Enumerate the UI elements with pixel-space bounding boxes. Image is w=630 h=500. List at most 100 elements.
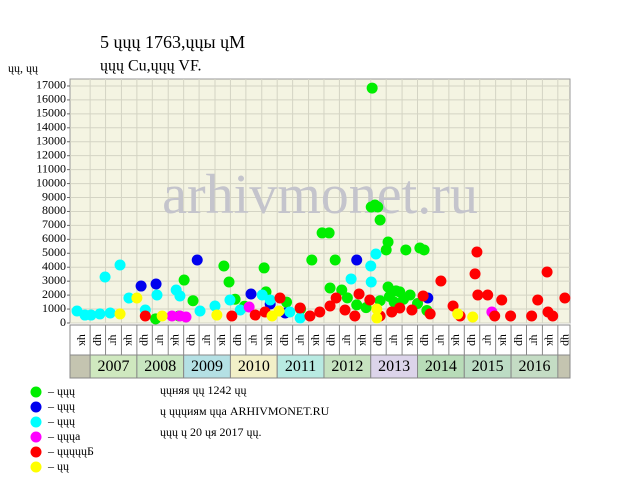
point [365,201,377,213]
period-label: ųг [482,335,496,346]
point [324,282,336,294]
point [151,289,163,301]
point [226,310,238,322]
year-label: 2008 [144,358,176,375]
point [505,310,517,322]
point [339,304,351,316]
year-label: 2012 [331,358,363,375]
y-tick-label: 7000 [42,217,66,231]
point [156,310,168,322]
point [245,288,257,300]
period-label: ųг [155,335,169,346]
period-label: ųр [560,334,574,346]
point [496,294,508,306]
legend-label: – ųųųа [47,429,81,443]
point [294,302,306,314]
point [123,292,135,304]
point [329,254,341,266]
y-tick-label: 9000 [42,189,66,203]
point [374,214,386,226]
point [467,311,479,323]
period-label: ųг [529,335,543,346]
point [351,254,363,266]
y-tick-label: 10000 [36,175,66,189]
point [209,300,221,312]
point [364,294,376,306]
period-label: ųр [186,334,200,346]
period-label: ųр [326,334,340,346]
point [400,244,412,256]
y-tick-label: 15000 [36,106,66,120]
y-tick-label: 4000 [42,259,66,273]
y-tick-label: 8000 [42,203,66,217]
point [174,290,186,302]
period-label: ųк [123,334,137,346]
series-points [139,246,571,322]
point [304,310,316,322]
period-label: ųр [139,334,153,346]
period-label: ųр [373,334,387,346]
y-tick-label: 14000 [36,120,66,134]
period-label: ųг [108,335,122,346]
point [135,280,147,292]
series-points [114,292,479,324]
point [187,295,199,307]
period-label: ųр [279,334,293,346]
point [351,299,363,311]
point [345,273,357,285]
period-label: ųг [248,335,262,346]
point [526,310,538,322]
point [131,292,143,304]
period-label: ųк [497,334,511,346]
point [218,260,230,272]
point [264,294,276,306]
point [194,305,206,317]
y-tick-label: 2000 [42,287,66,301]
point [273,305,285,317]
legend-label: – ųų [47,459,69,473]
period-label: ųг [201,335,215,346]
point [191,254,203,266]
period-label: ųк [76,334,90,346]
period-label: ųг [435,335,449,346]
point [99,271,111,283]
period-label: ųр [513,334,527,346]
point [104,307,116,319]
point [397,293,409,305]
point [482,289,494,301]
point [139,310,151,322]
point [336,284,348,296]
legend-swatch [30,401,42,413]
point [365,260,377,272]
period-label: ųр [420,334,434,346]
point [114,259,126,271]
point [371,303,383,315]
point [166,310,178,322]
y-tick-label: 16000 [36,92,66,106]
point [224,294,236,306]
y-tick-label: 13000 [36,133,66,147]
year-label: 2015 [472,358,504,375]
year-label: 2014 [425,358,457,375]
point [330,292,342,304]
point [371,312,383,324]
year-label: 2010 [238,358,270,375]
point [559,292,571,304]
point [180,311,192,323]
chart-title: 5 ųųų 1763,ųųы ųМ [100,32,245,52]
period-label: ųк [404,334,418,346]
period-label: ųк [451,334,465,346]
series-points [150,82,433,325]
y-unit-label: ųų, ųų [8,61,38,75]
legend-swatch [30,386,42,398]
point [424,308,436,320]
point [365,276,377,288]
point [79,309,91,321]
legend-swatch [30,461,42,473]
point [452,308,464,320]
y-tick-label: 0 [60,315,66,329]
point [472,289,484,301]
point [417,290,429,302]
point [256,289,268,301]
point [114,308,126,320]
